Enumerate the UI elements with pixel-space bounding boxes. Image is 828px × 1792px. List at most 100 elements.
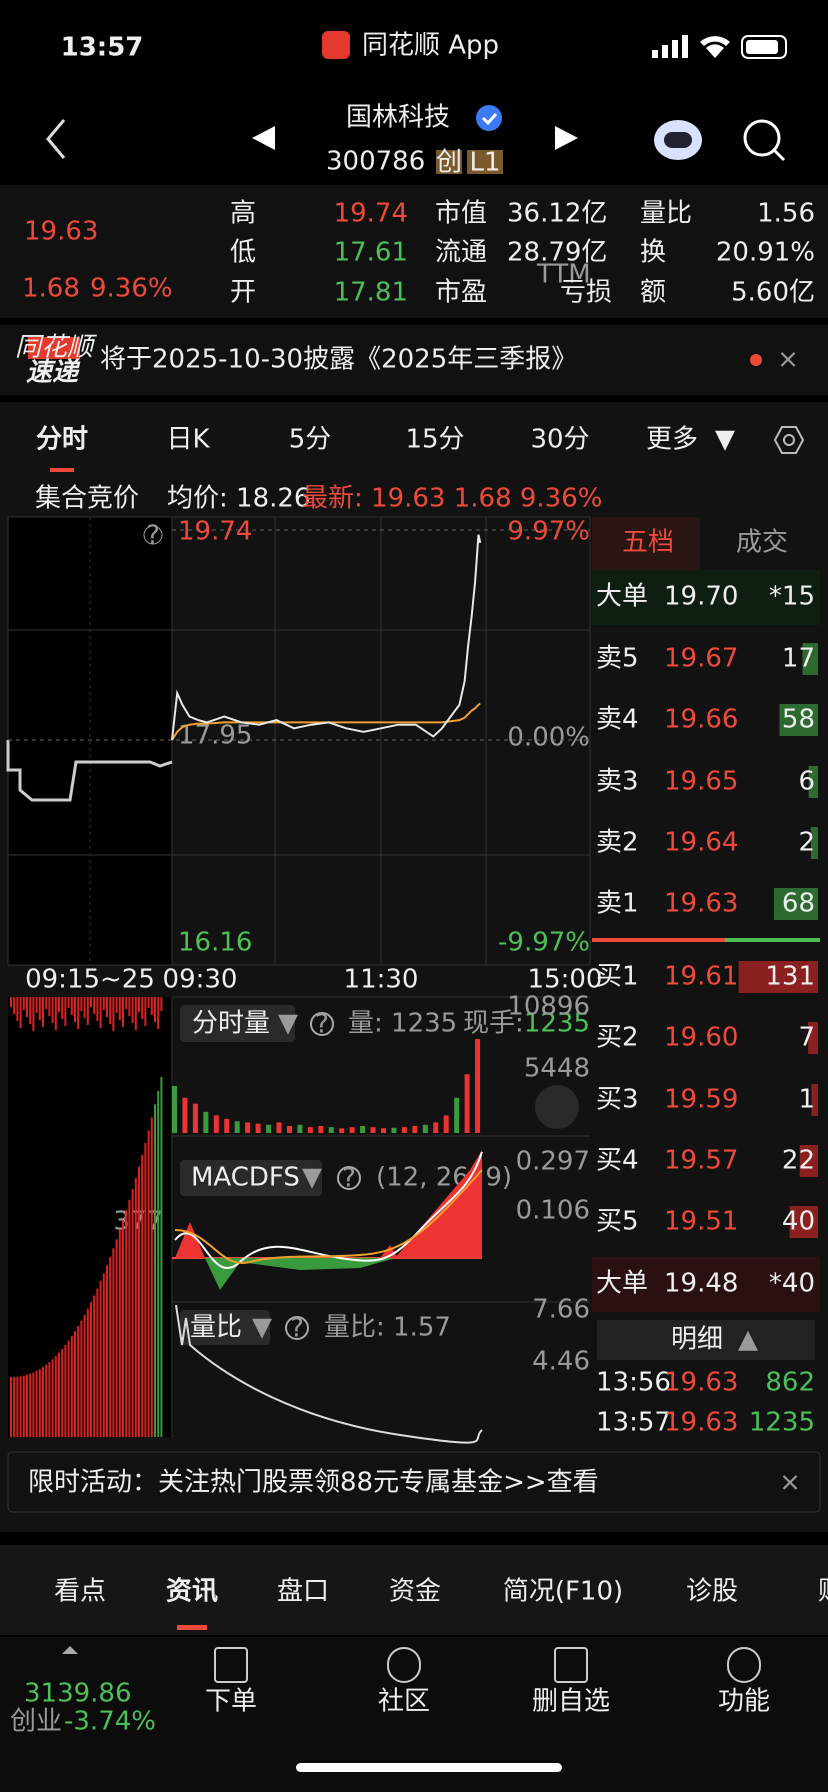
qty-bar <box>789 1206 818 1238</box>
auction-bar <box>147 1130 150 1437</box>
trade-time: 13:57 <box>596 1408 671 1438</box>
volume-bar <box>401 1127 407 1133</box>
lb-box[interactable] <box>180 1310 270 1345</box>
macd-box[interactable] <box>180 1160 322 1196</box>
stat-label: 开 <box>230 278 256 308</box>
auction-bar <box>64 997 67 1026</box>
macd-top: 0.297 <box>516 1147 590 1177</box>
info-tab[interactable]: 资金 <box>389 1577 441 1607</box>
info-tab[interactable]: 盘口 <box>277 1577 329 1607</box>
change: 1.68 <box>22 274 80 304</box>
button-icon <box>387 1647 421 1683</box>
auction-bar <box>48 1362 51 1437</box>
book-tab[interactable]: 五档 <box>622 528 674 558</box>
vol-mid: 5448 <box>524 1054 590 1084</box>
svg-text:?: ? <box>315 1010 329 1040</box>
book-label: 买1 <box>596 962 639 992</box>
expand[interactable] <box>535 1085 579 1129</box>
auction-bar <box>32 997 35 1031</box>
auction-bar <box>67 1340 70 1437</box>
button-label[interactable]: 删自选 <box>532 1687 610 1717</box>
volume-bar <box>360 1125 366 1133</box>
info-tab[interactable]: 看点 <box>54 1577 106 1607</box>
volume-bar <box>224 1118 230 1133</box>
book-tab-active <box>592 517 700 570</box>
auction-bar <box>134 1178 137 1437</box>
book-tab[interactable]: 成交 <box>736 528 788 558</box>
close[interactable]: × <box>777 345 799 375</box>
stat-label: 市盈 <box>435 278 487 308</box>
info-tab[interactable]: 诊股 <box>686 1577 738 1607</box>
auction-bar <box>54 1356 57 1437</box>
prev-stock[interactable] <box>252 126 275 150</box>
auction-bar <box>102 1273 105 1437</box>
help[interactable] <box>143 525 163 545</box>
book-label: 买5 <box>596 1207 639 1237</box>
stat-value: 5.60亿 <box>731 278 815 308</box>
auction-bar <box>96 1288 99 1437</box>
book-price: 19.64 <box>664 828 738 858</box>
auction-bar <box>122 1220 124 1437</box>
volume-bar <box>370 1127 376 1133</box>
stat-label: 流通 <box>435 238 487 268</box>
settings[interactable] <box>773 426 805 454</box>
auction-bar <box>64 1344 67 1437</box>
auction-bar <box>102 997 105 1010</box>
volume-bar <box>297 1124 303 1133</box>
stat-value: 20.91% <box>716 238 815 268</box>
notice-text: 将于2025-10-30披露《2025年三季报》 <box>100 345 577 375</box>
tab-underline <box>50 468 74 472</box>
volume-bar <box>464 1074 470 1133</box>
big-sell-bg <box>592 570 820 625</box>
button-label[interactable]: 社区 <box>378 1687 430 1717</box>
back[interactable] <box>46 119 66 159</box>
book-qty: 1 <box>798 1085 815 1115</box>
book-label: 卖5 <box>596 644 639 674</box>
auction-bar <box>38 997 41 1020</box>
search[interactable] <box>743 119 781 157</box>
auction-bar <box>99 997 102 1028</box>
auction-bar <box>70 1336 73 1437</box>
banner[interactable]: 限时活动：关注热门股票领88元专属基金>>查看 <box>28 1468 599 1498</box>
price-line <box>171 534 482 741</box>
svg-text:▲: ▲ <box>738 1325 758 1355</box>
info-tab[interactable]: 简况(F10) <box>503 1577 623 1607</box>
next-stock[interactable] <box>555 126 578 150</box>
tab[interactable]: 分时 <box>36 425 88 455</box>
app-icon <box>322 31 350 59</box>
qty-bar <box>779 704 818 736</box>
info-tab[interactable]: 资讯 <box>166 1577 218 1607</box>
vol: 量: 1235 <box>348 1009 457 1039</box>
auction-bar <box>96 997 99 1021</box>
banner-close[interactable]: × <box>779 1468 801 1498</box>
macd-bars-red <box>175 1150 482 1258</box>
price: 19.63 <box>24 217 98 247</box>
volume-bar <box>307 1127 313 1133</box>
auction-bar <box>154 1104 156 1437</box>
vol-box[interactable] <box>180 1005 295 1042</box>
tab[interactable]: 15分 <box>405 425 464 455</box>
stat-value: 1.56 <box>757 199 815 229</box>
badge <box>28 337 80 359</box>
tab[interactable]: 日K <box>166 425 210 455</box>
volume-bar <box>422 1124 428 1133</box>
auction-bar <box>29 997 32 1024</box>
tab[interactable]: 30分 <box>530 425 589 455</box>
lb-curve <box>175 1304 483 1444</box>
auction-bar <box>13 1376 16 1437</box>
auction-bar <box>58 997 60 1012</box>
auction-bar <box>128 997 131 1016</box>
auction-bar <box>77 997 80 1029</box>
button-label[interactable]: 下单 <box>205 1687 257 1717</box>
book-label: 卖4 <box>596 705 639 735</box>
button-label[interactable]: 功能 <box>718 1687 770 1717</box>
stat-value: 36.12亿 <box>507 199 607 229</box>
stat-label: 额 <box>640 278 666 308</box>
book-price: 19.51 <box>664 1207 738 1237</box>
tab[interactable]: 5分 <box>289 425 332 455</box>
detail[interactable]: 明细 <box>671 1325 723 1355</box>
tab[interactable]: 更多 <box>646 425 698 455</box>
auction-bar <box>112 997 115 1031</box>
auction-bar <box>106 997 108 1017</box>
info-tab[interactable]: 财务 <box>818 1577 828 1607</box>
